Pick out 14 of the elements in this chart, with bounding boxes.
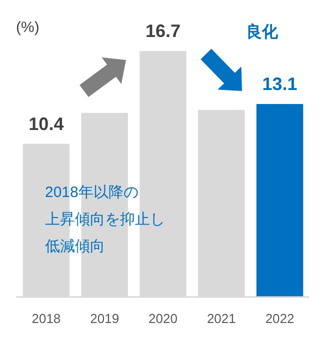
data-label: 10.4 [28,114,64,134]
x-tick-label: 2020 [148,311,178,326]
data-label: 13.1 [262,74,298,94]
annotation: 2018年以降の [45,184,138,201]
text: 良化 [246,23,279,41]
annotation: 上昇傾向を抑止し [45,211,165,228]
x-tick-label: 2019 [90,311,120,326]
data-label: 16.7 [145,21,181,41]
annotation: 低減傾向 [45,238,105,255]
bar [256,104,304,297]
x-tick-label: 2021 [206,311,236,326]
y-axis-title: (%) [16,19,40,36]
x-tick-label: 2022 [265,311,294,326]
x-tick-label: 2018 [32,311,61,326]
